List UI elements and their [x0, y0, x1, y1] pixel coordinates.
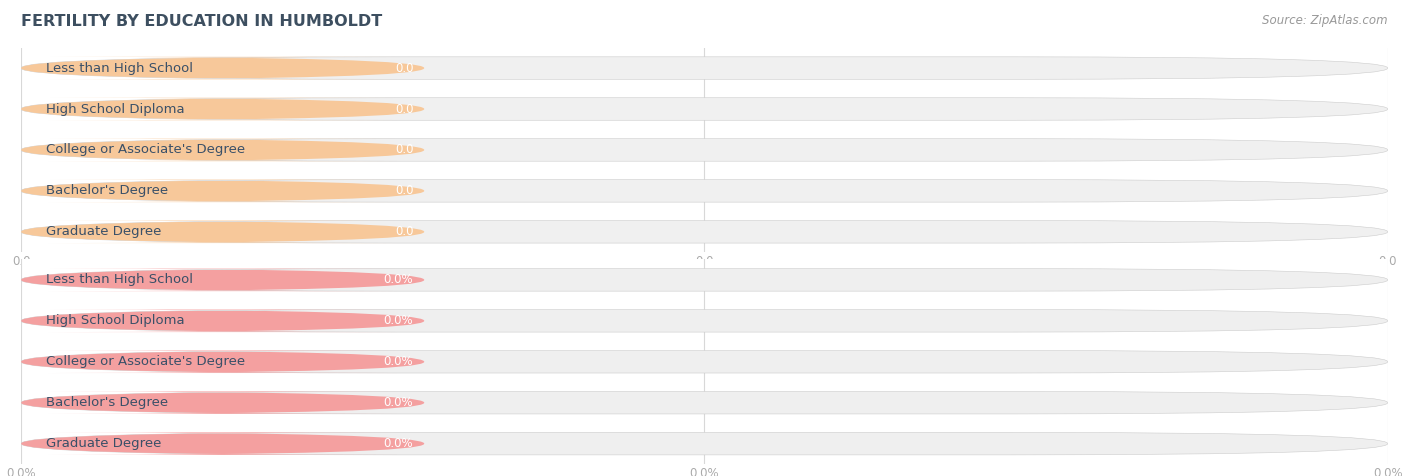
Text: 0.0%: 0.0%	[384, 314, 413, 327]
Text: 0.0: 0.0	[395, 61, 413, 75]
FancyBboxPatch shape	[21, 57, 425, 79]
Text: Less than High School: Less than High School	[45, 273, 193, 287]
Text: High School Diploma: High School Diploma	[45, 102, 184, 116]
FancyBboxPatch shape	[21, 268, 1388, 291]
FancyBboxPatch shape	[21, 309, 1388, 332]
Text: 0.0: 0.0	[395, 102, 413, 116]
FancyBboxPatch shape	[21, 57, 1388, 79]
Text: 0.0: 0.0	[395, 143, 413, 157]
Text: FERTILITY BY EDUCATION IN HUMBOLDT: FERTILITY BY EDUCATION IN HUMBOLDT	[21, 14, 382, 30]
Text: Graduate Degree: Graduate Degree	[45, 225, 162, 238]
FancyBboxPatch shape	[21, 98, 1388, 120]
Text: 0.0: 0.0	[395, 184, 413, 198]
Text: High School Diploma: High School Diploma	[45, 314, 184, 327]
FancyBboxPatch shape	[21, 139, 1388, 161]
Text: 0.0%: 0.0%	[384, 273, 413, 287]
Text: 0.0%: 0.0%	[384, 355, 413, 368]
FancyBboxPatch shape	[21, 391, 425, 414]
FancyBboxPatch shape	[21, 220, 1388, 243]
Text: Less than High School: Less than High School	[45, 61, 193, 75]
Text: 0.0: 0.0	[395, 225, 413, 238]
Text: Bachelor's Degree: Bachelor's Degree	[45, 396, 167, 409]
FancyBboxPatch shape	[21, 309, 425, 332]
FancyBboxPatch shape	[21, 98, 425, 120]
FancyBboxPatch shape	[21, 391, 1388, 414]
Text: Bachelor's Degree: Bachelor's Degree	[45, 184, 167, 198]
Text: College or Associate's Degree: College or Associate's Degree	[45, 355, 245, 368]
FancyBboxPatch shape	[21, 432, 1388, 455]
Text: College or Associate's Degree: College or Associate's Degree	[45, 143, 245, 157]
Text: 0.0%: 0.0%	[384, 396, 413, 409]
Text: 0.0%: 0.0%	[384, 437, 413, 450]
FancyBboxPatch shape	[21, 139, 425, 161]
FancyBboxPatch shape	[21, 432, 425, 455]
FancyBboxPatch shape	[21, 220, 425, 243]
FancyBboxPatch shape	[21, 179, 425, 202]
Text: Source: ZipAtlas.com: Source: ZipAtlas.com	[1263, 14, 1388, 27]
FancyBboxPatch shape	[21, 179, 1388, 202]
FancyBboxPatch shape	[21, 350, 1388, 373]
FancyBboxPatch shape	[21, 268, 425, 291]
Text: Graduate Degree: Graduate Degree	[45, 437, 162, 450]
FancyBboxPatch shape	[21, 350, 425, 373]
